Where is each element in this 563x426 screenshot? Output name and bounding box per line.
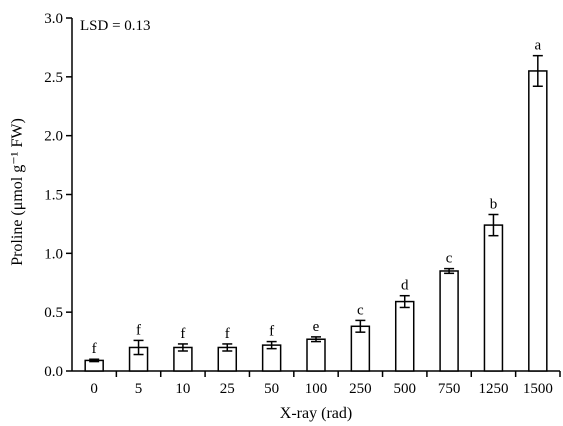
x-tick-label: 100 xyxy=(305,381,328,397)
significance-letter: f xyxy=(225,326,230,342)
x-axis-label: X-ray (rad) xyxy=(280,405,352,422)
significance-letter: f xyxy=(269,324,274,340)
significance-letter: c xyxy=(446,251,453,267)
significance-letter: d xyxy=(401,278,409,294)
x-tick-label: 250 xyxy=(349,381,372,397)
significance-letter: f xyxy=(136,322,141,338)
y-axis: 0.0 0.5 1.0 1.5 2.0 2.5 3.0 xyxy=(44,11,73,380)
y-tick-label: 2.0 xyxy=(44,129,63,145)
y-tick-label: 3.0 xyxy=(44,11,63,27)
bar xyxy=(394,300,415,372)
x-tick-label: 50 xyxy=(264,381,279,397)
significance-letter: b xyxy=(490,197,498,213)
x-tick-label: 5 xyxy=(135,381,143,397)
significance-letter: a xyxy=(534,38,541,54)
x-tick-label: 1250 xyxy=(478,381,508,397)
y-tick-label: 2.5 xyxy=(44,70,63,86)
lsd-annotation: LSD = 0.13 xyxy=(80,18,151,34)
x-axis: 0 5 10 25 50 100 250 500 750 1250 1500 xyxy=(72,370,561,397)
bar xyxy=(528,70,548,372)
x-tick-label: 1500 xyxy=(523,381,553,397)
significance-letter: f xyxy=(92,341,97,357)
x-tick-label: 10 xyxy=(175,381,190,397)
y-tick-label: 1.5 xyxy=(44,188,63,204)
y-tick-label: 0.5 xyxy=(44,305,63,321)
y-tick-label: 0.0 xyxy=(44,364,63,380)
bar xyxy=(483,224,504,372)
y-axis-label: Proline (μmol g⁻¹ FW) xyxy=(9,118,26,266)
bar xyxy=(306,338,326,372)
bar xyxy=(439,270,459,372)
significance-letter: f xyxy=(180,326,185,342)
x-tick-label: 0 xyxy=(90,381,98,397)
significance-letter: c xyxy=(357,302,364,318)
y-tick-label: 1.0 xyxy=(44,246,63,262)
significance-letter: e xyxy=(313,319,320,335)
bar xyxy=(350,325,371,372)
bars-group: f f f f f e c d c b a xyxy=(84,38,548,372)
x-tick-label: 500 xyxy=(393,381,416,397)
x-tick-label: 25 xyxy=(220,381,235,397)
x-tick-label: 750 xyxy=(438,381,461,397)
